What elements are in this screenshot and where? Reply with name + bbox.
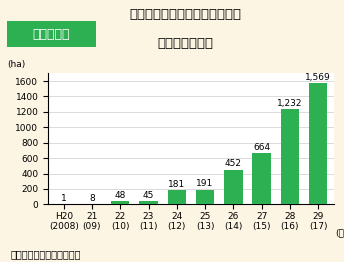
Text: 1,232: 1,232	[277, 99, 303, 108]
Text: (ha): (ha)	[7, 61, 25, 69]
Text: 45: 45	[143, 191, 154, 200]
Text: 48: 48	[115, 190, 126, 199]
Text: 国有林野におけるコンテナ苗の: 国有林野におけるコンテナ苗の	[130, 8, 242, 21]
Bar	[168, 190, 186, 204]
Text: (年度): (年度)	[336, 228, 344, 237]
Text: 452: 452	[225, 159, 242, 168]
Bar	[111, 201, 129, 204]
Text: 191: 191	[196, 179, 214, 188]
Text: 664: 664	[253, 143, 270, 152]
Bar	[139, 201, 158, 204]
Text: 植栽面積の推移: 植栽面積の推移	[158, 37, 214, 50]
Bar	[309, 84, 327, 204]
Text: 8: 8	[89, 194, 95, 203]
Text: 1: 1	[61, 194, 67, 203]
Text: 資料Ｖ－９: 資料Ｖ－９	[33, 28, 71, 41]
Text: 資料：林野庁業務課調べ。: 資料：林野庁業務課調べ。	[10, 249, 81, 259]
Bar	[224, 170, 243, 204]
Bar	[196, 190, 214, 204]
Bar	[281, 110, 299, 204]
Bar	[252, 153, 271, 204]
Text: 1,569: 1,569	[305, 73, 331, 82]
Text: 181: 181	[168, 180, 185, 189]
